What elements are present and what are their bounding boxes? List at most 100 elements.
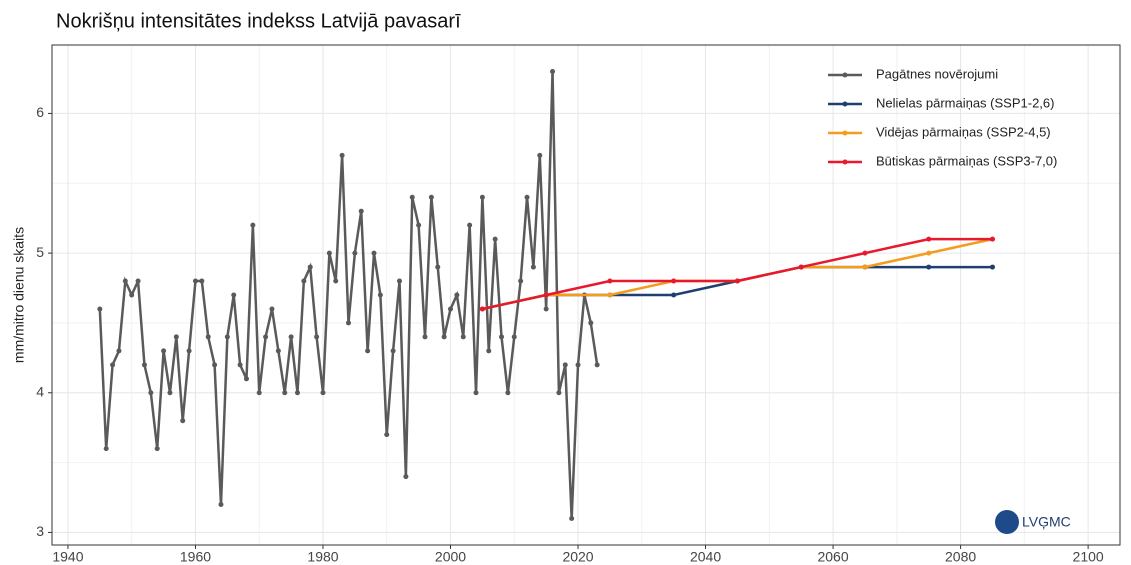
- logo-text: LVĢMC: [1022, 514, 1071, 530]
- data-point: [192, 278, 198, 284]
- data-point: [263, 334, 269, 340]
- data-point: [275, 348, 281, 354]
- data-point: [926, 264, 932, 270]
- data-point: [212, 362, 218, 368]
- data-point: [384, 432, 390, 438]
- x-tick-label: 2020: [562, 549, 593, 565]
- legend-label: Vidējas pārmaiņas (SSP2-4,5): [876, 124, 1051, 139]
- data-point: [926, 236, 932, 242]
- data-point: [562, 362, 568, 368]
- data-point: [396, 278, 402, 284]
- data-point: [326, 250, 332, 256]
- data-point: [135, 278, 141, 284]
- x-tick-label: 2100: [1073, 549, 1104, 565]
- data-point: [288, 334, 294, 340]
- data-point: [269, 306, 275, 312]
- x-tick-label: 2000: [435, 549, 466, 565]
- plot-border: [51, 44, 1121, 546]
- data-point: [103, 446, 109, 452]
- data-point: [862, 264, 868, 270]
- data-point: [524, 194, 530, 200]
- data-point: [110, 362, 116, 368]
- logo-icon: [995, 510, 1019, 534]
- data-point: [473, 390, 479, 396]
- legend-label: Nelielas pārmaiņas (SSP1-2,6): [876, 95, 1054, 110]
- data-point: [141, 362, 147, 368]
- data-point: [365, 348, 371, 354]
- data-point: [97, 306, 103, 312]
- data-point: [116, 348, 122, 354]
- data-point: [435, 264, 441, 270]
- data-point: [301, 278, 307, 284]
- data-point: [250, 222, 256, 228]
- data-point: [377, 292, 383, 298]
- data-point: [530, 264, 536, 270]
- data-point: [148, 390, 154, 396]
- data-point: [180, 418, 186, 424]
- data-point: [556, 390, 562, 396]
- data-point: [926, 250, 932, 256]
- data-point: [256, 390, 262, 396]
- data-point: [511, 334, 517, 340]
- x-tick-label: 2080: [945, 549, 976, 565]
- data-point: [154, 446, 160, 452]
- data-point: [218, 501, 224, 507]
- x-tick-label: 2060: [817, 549, 848, 565]
- x-tick-label: 1960: [180, 549, 211, 565]
- data-point: [422, 334, 428, 340]
- legend-label: Būtiskas pārmaiņas (SSP3-7,0): [876, 153, 1057, 168]
- data-point: [294, 390, 300, 396]
- data-point: [460, 334, 466, 340]
- legend-label: Pagātnes novērojumi: [876, 66, 998, 81]
- data-point: [989, 236, 995, 242]
- data-point: [518, 278, 524, 284]
- data-point: [352, 250, 358, 256]
- data-point: [543, 306, 549, 312]
- data-point: [186, 348, 192, 354]
- data-point: [671, 278, 677, 284]
- data-point: [167, 390, 173, 396]
- data-point: [479, 306, 485, 312]
- x-tick-label: 1940: [52, 549, 83, 565]
- data-point: [499, 334, 505, 340]
- data-point: [231, 292, 237, 298]
- data-point: [403, 474, 409, 480]
- data-point: [607, 278, 613, 284]
- data-point: [862, 250, 868, 256]
- data-point: [129, 292, 135, 298]
- data-point: [486, 348, 492, 354]
- legend-point: [842, 72, 848, 78]
- legend-point: [842, 159, 848, 165]
- legend-point: [842, 130, 848, 136]
- data-point: [569, 515, 575, 521]
- data-point: [371, 250, 377, 256]
- data-point: [205, 334, 211, 340]
- data-point: [224, 334, 230, 340]
- data-point: [798, 264, 804, 270]
- plot-area: 1940 1960 1980 2000 2020 2040 2060 2080 2100 3 4 5 6…: [36, 44, 1121, 565]
- data-point: [543, 292, 549, 298]
- data-point: [358, 208, 364, 214]
- data-point: [282, 390, 288, 396]
- data-point: [467, 222, 473, 228]
- data-point: [333, 278, 339, 284]
- legend-point: [842, 101, 848, 107]
- data-point: [671, 292, 677, 298]
- series-line: [482, 265, 993, 311]
- series-line: [482, 237, 993, 311]
- data-point: [416, 222, 422, 228]
- x-tick-label: 1980: [307, 549, 338, 565]
- series-line: [98, 71, 599, 519]
- y-tick-label: 4: [36, 383, 44, 399]
- data-point: [173, 334, 179, 340]
- data-point: [122, 278, 128, 284]
- chart-title: Nokrišņu intensitātes indekss Latvijā pa…: [56, 10, 461, 32]
- series-line: [482, 237, 993, 311]
- data-point: [479, 194, 485, 200]
- data-point: [307, 264, 313, 270]
- data-point: [243, 376, 249, 382]
- data-point: [161, 348, 167, 354]
- data-point: [428, 194, 434, 200]
- data-point: [345, 320, 351, 326]
